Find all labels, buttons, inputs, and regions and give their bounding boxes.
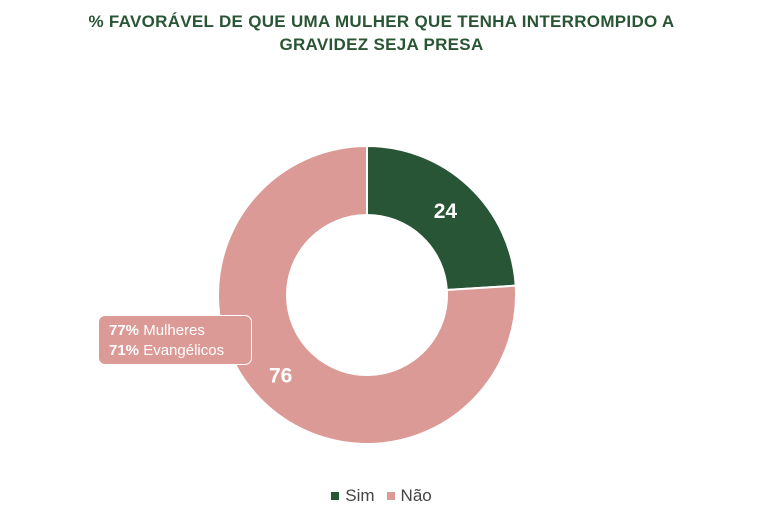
data-label-nao: 76 — [269, 365, 292, 388]
nao-annotation-callout: 77% Mulheres 71% Evangélicos — [98, 315, 252, 365]
annotation-row-mulheres: 77% Mulheres — [109, 321, 251, 341]
data-label-sim: 24 — [434, 200, 458, 223]
annotation-label-mulheres: Mulheres — [143, 322, 205, 339]
legend-label-sim: Sim — [345, 486, 375, 505]
chart-title-line-1: % FAVORÁVEL DE QUE UMA MULHER QUE TENHA … — [88, 12, 675, 31]
legend-item-nao[interactable]: Não — [386, 486, 432, 506]
donut-slice-nao[interactable] — [217, 144, 517, 445]
legend-swatch-nao — [386, 492, 395, 500]
donut-slice-sim[interactable] — [366, 144, 517, 292]
chart-legend: Sim Não — [0, 486, 763, 506]
annotation-label-evangelicos: Evangélicos — [143, 342, 225, 359]
annotation-value-evangelicos: 71% — [109, 342, 140, 359]
chart-title-line-2: GRAVIDEZ SEJA PRESA — [279, 35, 484, 54]
annotation-row-evangelicos: 71% Evangélicos — [109, 341, 251, 361]
legend-label-nao: Não — [400, 486, 432, 505]
chart-title: % FAVORÁVEL DE QUE UMA MULHER QUE TENHA … — [0, 10, 763, 56]
legend-item-sim[interactable]: Sim — [331, 486, 375, 506]
annotation-value-mulheres: 77% — [109, 322, 140, 339]
legend-swatch-sim — [331, 492, 340, 500]
